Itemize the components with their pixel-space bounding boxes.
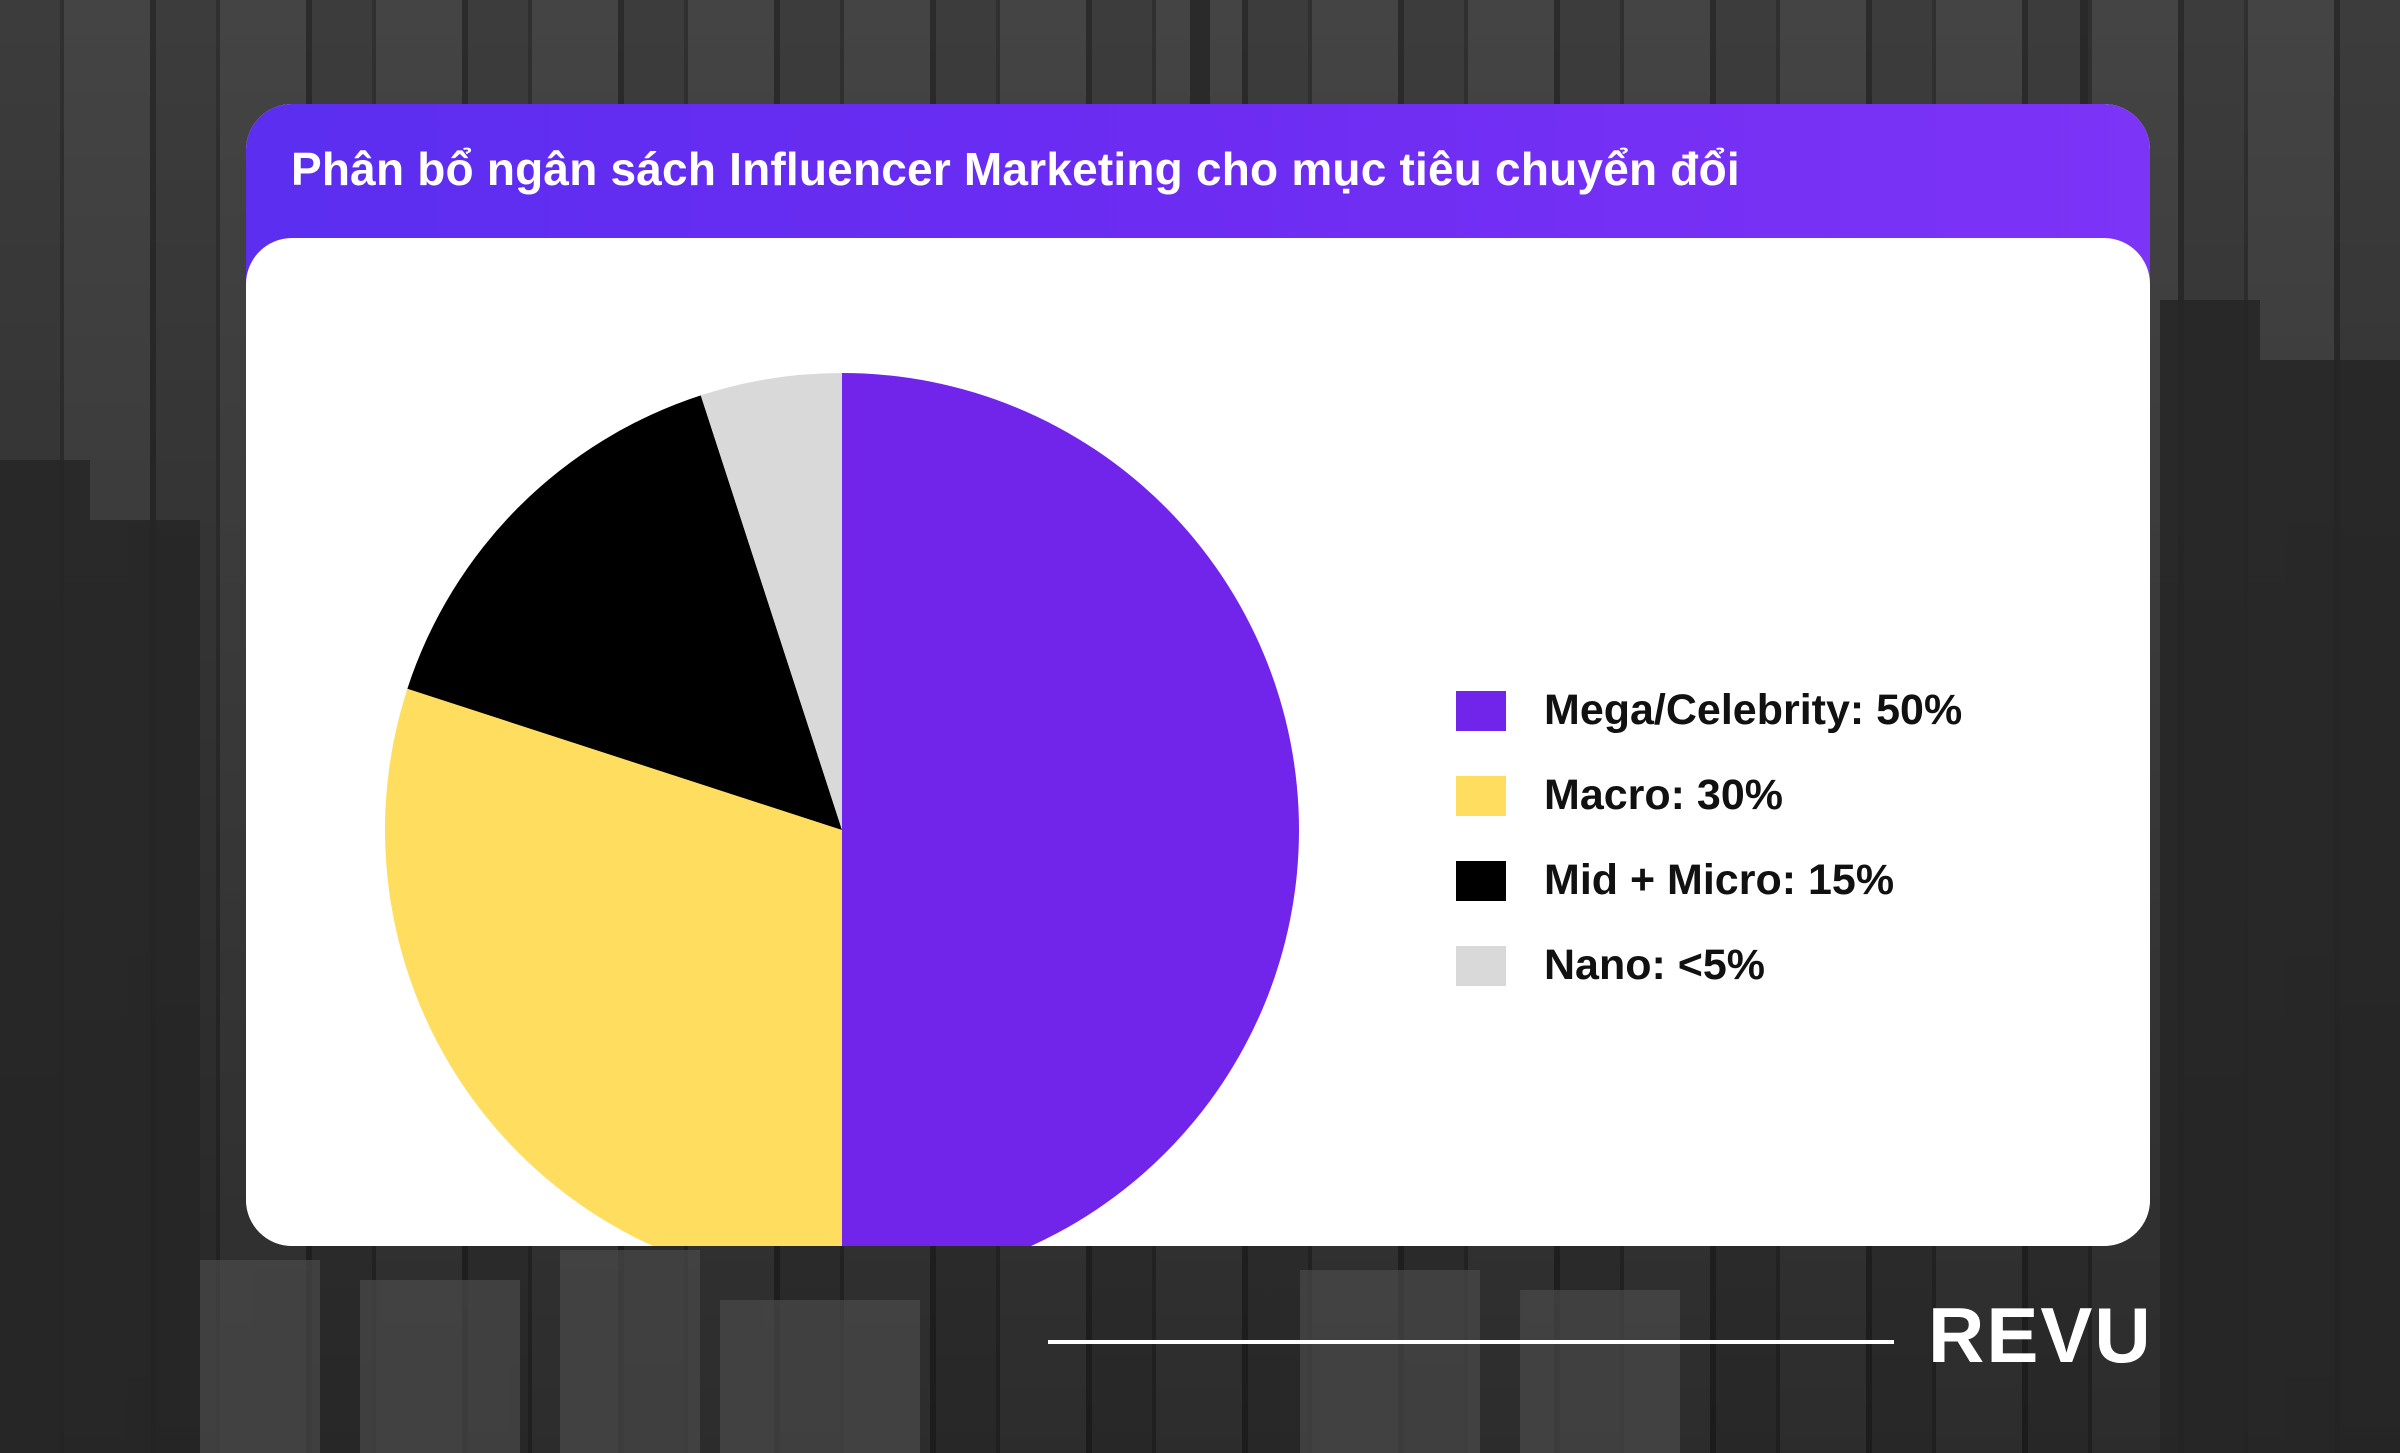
brand-logo: REVU [1928, 1291, 2153, 1379]
legend-item: Mid + Micro: 15% [1456, 838, 1962, 923]
pie-chart [385, 373, 1299, 1246]
chart-legend: Mega/Celebrity: 50% Macro: 30% Mid + Micro… [1456, 668, 1962, 1008]
legend-label: Nano: <5% [1544, 941, 1766, 989]
legend-label: Mid + Micro: 15% [1544, 856, 1895, 904]
footer-divider [1048, 1340, 1894, 1344]
pie-slice-nano [700, 373, 842, 830]
chart-title: Phân bổ ngân sách Influencer Marketing c… [291, 143, 1740, 195]
legend-item: Nano: <5% [1456, 923, 1962, 1008]
legend-item: Mega/Celebrity: 50% [1456, 668, 1962, 753]
pie-slice-mid-micro [407, 395, 842, 830]
pie-slice-mega-celebrity [842, 373, 1299, 1246]
card-body: Mega/Celebrity: 50% Macro: 30% Mid + Micro… [246, 238, 2150, 1246]
legend-swatch [1456, 690, 1506, 731]
chart-card: Phân bổ ngân sách Influencer Marketing c… [246, 104, 2150, 1246]
pie-slice-macro [385, 688, 842, 1246]
legend-swatch [1456, 860, 1506, 901]
legend-label: Mega/Celebrity: 50% [1544, 686, 1963, 734]
legend-label: Macro: 30% [1544, 771, 1783, 819]
legend-swatch [1456, 945, 1506, 986]
legend-item: Macro: 30% [1456, 753, 1962, 838]
legend-swatch [1456, 775, 1506, 816]
